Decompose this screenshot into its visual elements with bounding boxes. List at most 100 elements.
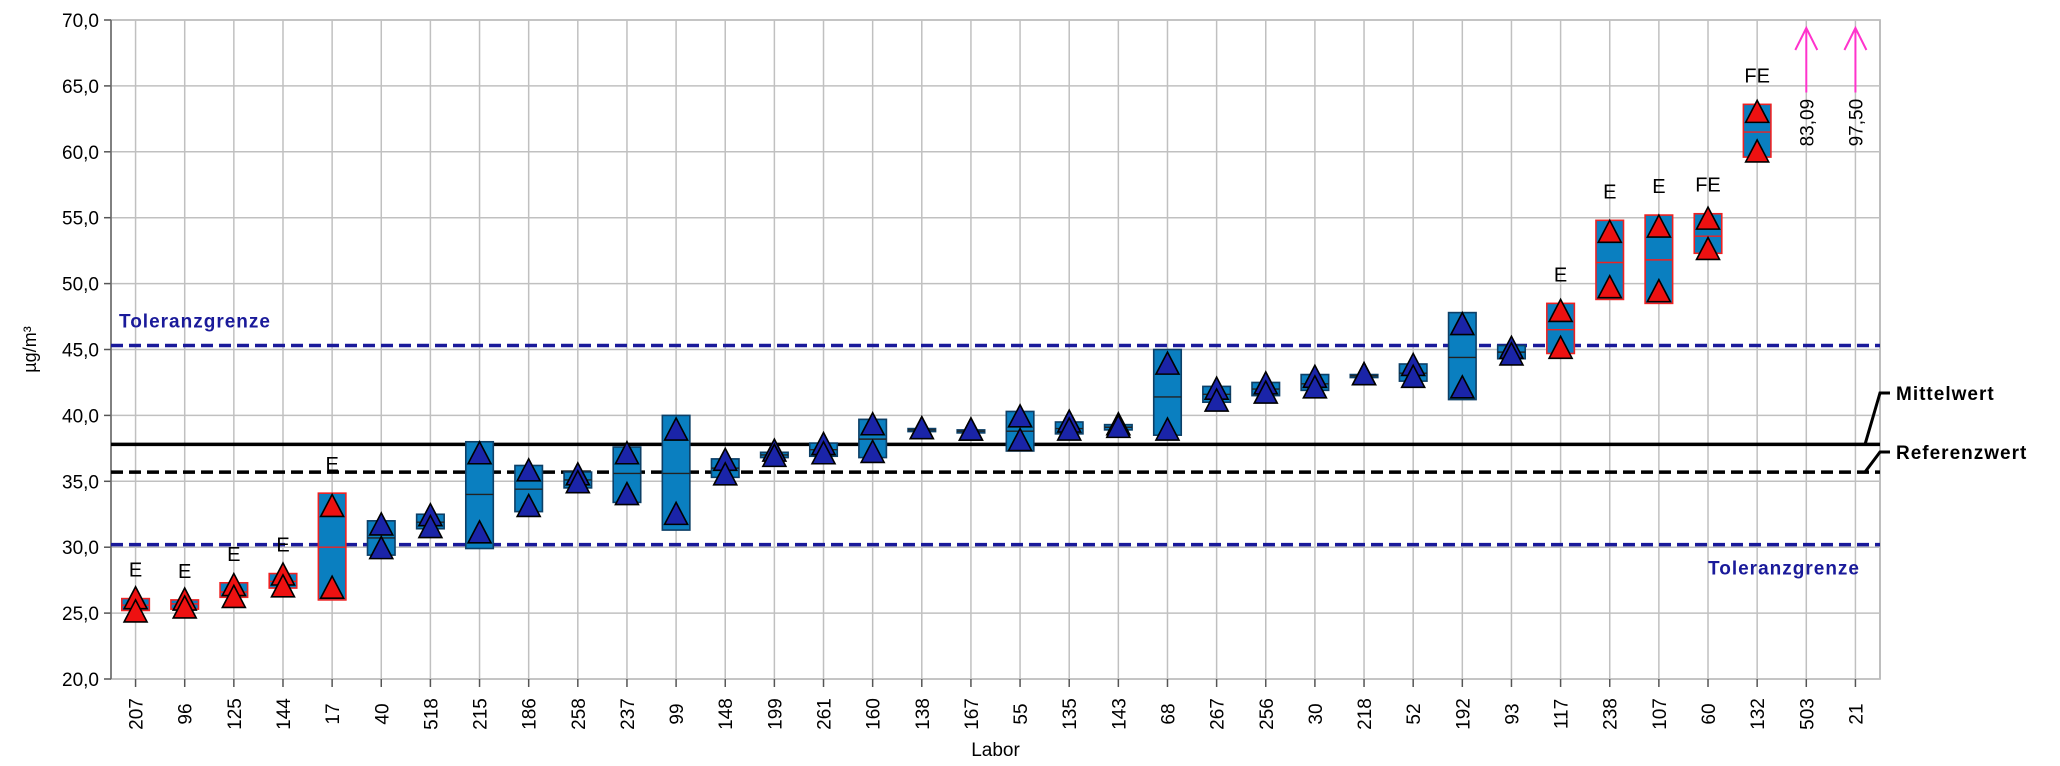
lab-measurement-marker xyxy=(1007,426,1033,452)
lab-measurement-marker xyxy=(1596,218,1623,244)
lab-measurement-marker xyxy=(319,574,345,599)
x-tick-label: 192 xyxy=(1453,698,1474,730)
lab-flag-label: E xyxy=(178,561,191,583)
y-tick-label: 55,0 xyxy=(62,209,99,230)
lab-measurement-marker xyxy=(859,438,886,464)
x-tick-label: 215 xyxy=(471,698,492,730)
lab-measurement-marker xyxy=(1154,350,1181,375)
x-tick-label: 160 xyxy=(864,698,885,730)
lab-measurement-marker xyxy=(1744,98,1770,124)
y-tick-label: 35,0 xyxy=(62,472,99,493)
lab-measurement-marker xyxy=(122,598,149,623)
lab-measurement-marker xyxy=(1302,374,1328,399)
x-tick-label: 68 xyxy=(1158,703,1179,724)
lab-measurement-marker xyxy=(1056,416,1083,441)
x-tick-label: 117 xyxy=(1552,699,1573,729)
lab-measurement-marker xyxy=(1203,387,1230,412)
lab-measurement-marker xyxy=(1154,416,1181,441)
x-tick-label: 107 xyxy=(1650,698,1671,730)
y-tick-label: 50,0 xyxy=(62,275,99,296)
lab-measurement-marker xyxy=(270,573,296,598)
x-tick-label: 132 xyxy=(1748,698,1769,730)
lab-flag-label: E xyxy=(325,454,338,476)
x-tick-label: 207 xyxy=(127,698,148,730)
x-tick-label: 518 xyxy=(421,698,442,730)
reference-lines-layer: Toleranzgrenze Toleranzgrenze Mittelwert Re… xyxy=(111,312,2027,580)
lab-measurement-marker xyxy=(1449,310,1476,336)
x-tick-label: 237 xyxy=(618,698,639,730)
lab-measurement-marker xyxy=(319,492,345,518)
x-tick-label: 135 xyxy=(1060,698,1081,730)
off-scale-arrow-head xyxy=(1794,25,1819,51)
lab-measurement-marker xyxy=(958,416,984,441)
lab-flag-label: E xyxy=(227,544,240,566)
tolerance-label-lower: Toleranzgrenze xyxy=(1708,559,1860,580)
x-tick-label: 503 xyxy=(1797,698,1818,730)
off-scale-value-label: 83,09 xyxy=(1797,99,1818,147)
lab-measurement-marker xyxy=(466,519,493,544)
lab-measurement-marker xyxy=(368,534,395,560)
lab-measurement-marker xyxy=(564,469,591,494)
lab-measurement-marker xyxy=(810,440,837,465)
referenzwert-label: Referenzwert xyxy=(1896,443,2027,464)
x-tick-label: 21 xyxy=(1846,703,1867,724)
y-tick-label: 25,0 xyxy=(62,604,99,625)
lab-measurement-marker xyxy=(466,440,493,465)
lab-measurement-marker xyxy=(761,442,788,468)
y-tick-label: 70,0 xyxy=(62,11,99,32)
lab-measurement-marker xyxy=(1400,363,1427,389)
y-tick-label: 60,0 xyxy=(62,143,99,164)
lab-measurement-marker xyxy=(859,411,886,436)
lab-flag-label: E xyxy=(276,535,289,557)
x-tick-label: 256 xyxy=(1257,698,1278,730)
lab-flag-label: FE xyxy=(1744,65,1770,87)
x-tick-label: 96 xyxy=(176,703,197,724)
mittelwert-callout-line xyxy=(1863,391,1890,445)
lab-measurement-marker xyxy=(221,583,247,609)
lab-measurement-marker xyxy=(1695,235,1721,261)
referenzwert-callout-line xyxy=(1863,450,1890,473)
lab-measurement-marker xyxy=(171,594,198,619)
lab-measurement-marker xyxy=(663,500,689,526)
x-tick-label: 199 xyxy=(765,698,786,730)
off-scale-value-label: 97,50 xyxy=(1846,99,1867,147)
x-tick-label: 125 xyxy=(225,698,246,730)
x-axis-title: Labor xyxy=(971,740,1020,761)
lab-measurement-marker xyxy=(1547,297,1574,323)
markers-layer xyxy=(122,25,1868,623)
lab-flag-label: E xyxy=(129,560,142,582)
lab-measurement-marker xyxy=(1596,273,1623,299)
lab-measurement-marker xyxy=(1105,413,1132,439)
x-tick-label: 93 xyxy=(1502,703,1523,724)
x-tick-label: 261 xyxy=(815,698,836,730)
x-tick-label: 52 xyxy=(1404,703,1425,724)
mittelwert-label: Mittelwert xyxy=(1896,384,1995,405)
lab-measurement-marker xyxy=(1351,360,1377,386)
lab-measurement-marker xyxy=(908,414,935,440)
lab-measurement-marker xyxy=(1498,341,1525,366)
off-scale-arrow-head xyxy=(1843,25,1868,51)
lab-flag-label: FE xyxy=(1695,175,1721,197)
lab-flag-label: E xyxy=(1554,264,1567,286)
lab-measurement-marker xyxy=(614,440,640,465)
lab-measurement-marker xyxy=(1695,205,1721,230)
lab-measurement-marker xyxy=(663,416,689,441)
lab-measurement-marker xyxy=(1449,374,1476,399)
lab-flag-label: E xyxy=(1603,181,1616,203)
lab-measurement-marker xyxy=(712,461,739,486)
lab-measurement-marker xyxy=(1547,334,1574,360)
x-tick-label: 138 xyxy=(913,698,934,730)
lab-measurement-marker xyxy=(1252,379,1279,404)
x-tick-label: 144 xyxy=(274,698,295,730)
labels-layer: E E E E E E E E FE FE 83,09 97,50 xyxy=(129,65,1868,583)
y-tick-label: 65,0 xyxy=(62,77,99,98)
lab-measurement-marker xyxy=(515,457,542,482)
y-tick-label: 45,0 xyxy=(62,341,99,362)
y-axis-title: µg/m³ xyxy=(20,326,40,372)
grid-layer xyxy=(110,19,1881,680)
x-tick-label: 17 xyxy=(323,703,344,724)
x-tick-label: 267 xyxy=(1208,698,1229,730)
axis-layer: 20,0 25,0 30,0 35,0 40,0 45,0 50,0 55,0 60,0 65,0… xyxy=(62,11,1867,730)
y-tick-label: 40,0 xyxy=(62,406,99,427)
